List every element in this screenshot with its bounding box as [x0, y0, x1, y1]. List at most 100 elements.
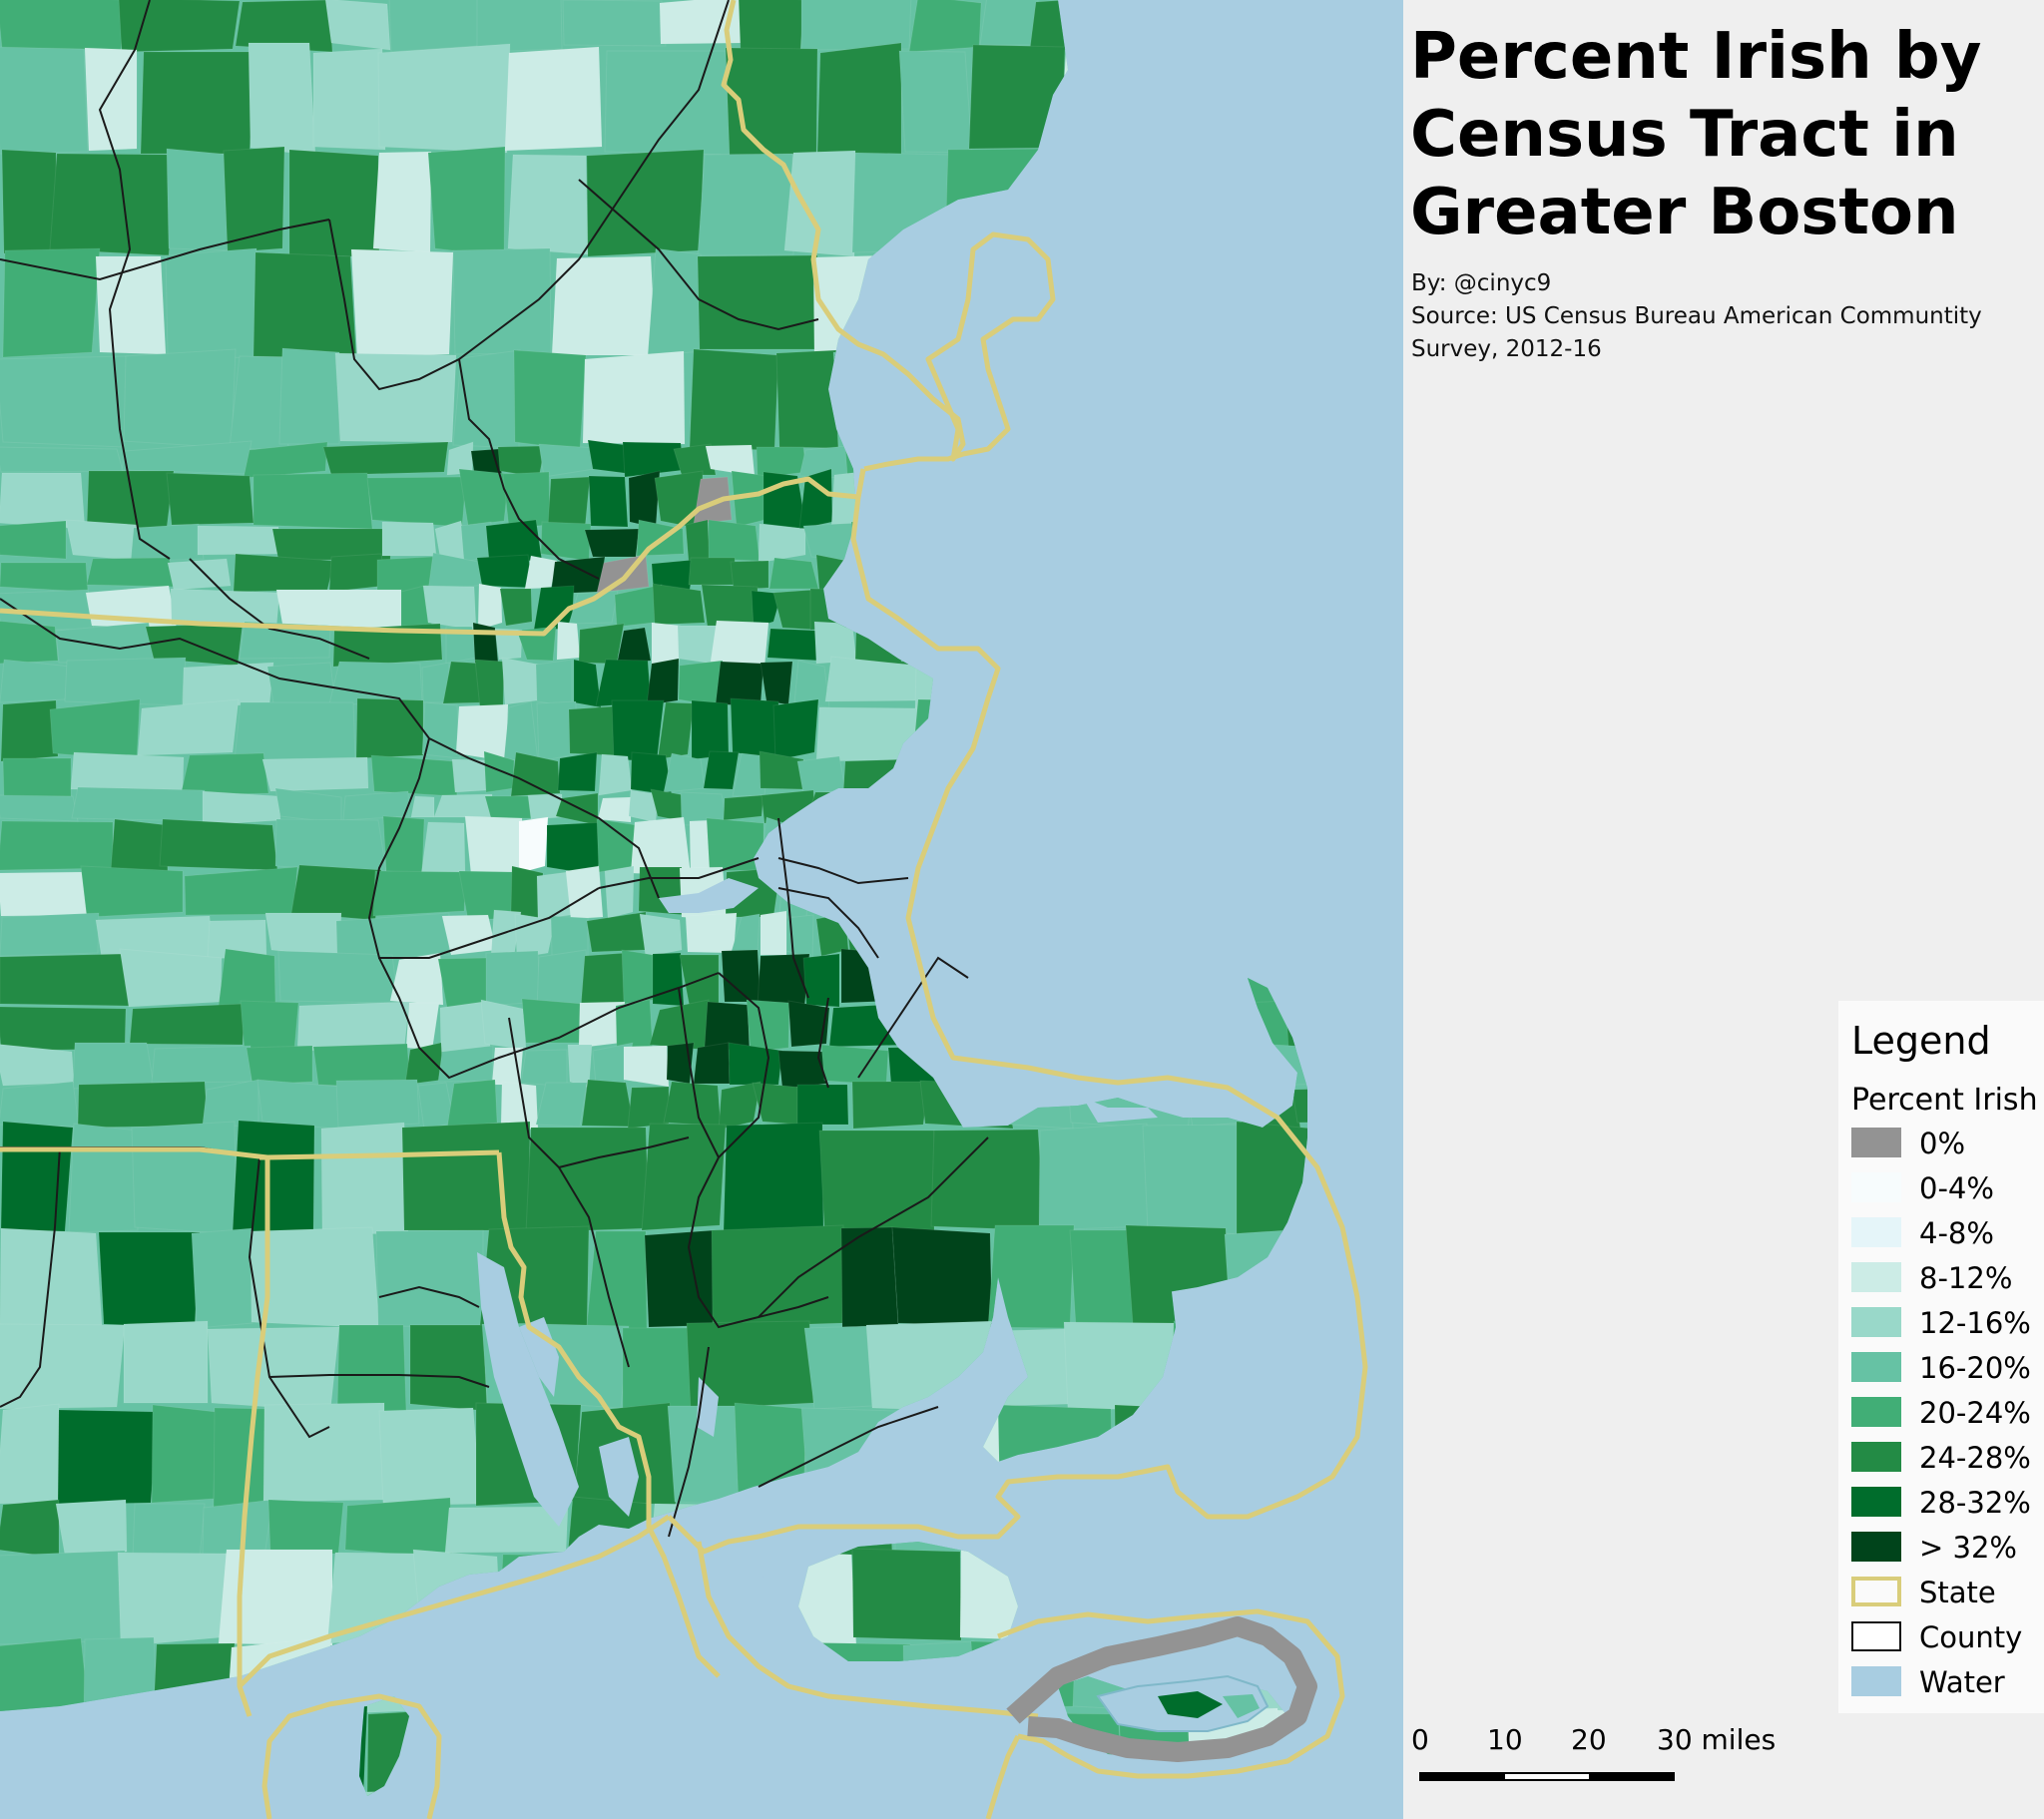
- census-tract: [72, 1042, 155, 1090]
- census-tract: [202, 790, 281, 826]
- census-tract: [802, 953, 840, 1008]
- census-tract: [1276, 787, 1307, 821]
- legend-label: 16-20%: [1919, 1351, 2031, 1385]
- census-tract: [1289, 555, 1307, 594]
- census-tract: [1378, 1048, 1403, 1087]
- census-tract: [1027, 347, 1114, 448]
- census-tract: [458, 468, 510, 526]
- census-tract: [1171, 1320, 1298, 1410]
- census-tract: [535, 1082, 588, 1128]
- census-tract: [507, 154, 589, 255]
- census-tract: [0, 0, 126, 51]
- census-tract: [1224, 1227, 1307, 1330]
- census-tract: [1087, 246, 1179, 359]
- census-tract: [685, 519, 711, 563]
- census-tract: [499, 588, 533, 627]
- map-canvas[interactable]: [0, 0, 1403, 1819]
- water-swatch: [1851, 1666, 1901, 1696]
- census-tract: [1113, 867, 1183, 919]
- census-tract: [1001, 448, 1109, 479]
- census-tract: [1281, 816, 1307, 875]
- census-tract: [1234, 354, 1307, 450]
- census-tract: [0, 446, 124, 473]
- census-tract: [581, 1079, 635, 1128]
- census-tract: [248, 42, 316, 157]
- census-tract: [84, 47, 138, 152]
- census-tract: [213, 1407, 270, 1508]
- census-tract: [1235, 657, 1307, 701]
- census-tract: [2, 757, 72, 798]
- census-tract: [476, 554, 534, 589]
- census-tract: [1063, 1321, 1176, 1411]
- state-lines: [0, 0, 1368, 1819]
- census-tract: [189, 1705, 273, 1792]
- census-tract: [312, 48, 386, 151]
- census-tract: [588, 1554, 665, 1638]
- census-tract: [851, 1548, 962, 1641]
- census-tract: [253, 251, 357, 359]
- census-tract: [510, 751, 561, 797]
- census-tract: [991, 1328, 1072, 1407]
- census-tract: [785, 818, 844, 872]
- census-tract: [165, 247, 258, 359]
- census-tract: [1118, 1505, 1196, 1555]
- census-tract: [1395, 788, 1403, 822]
- legend-label: 4-8%: [1919, 1216, 1994, 1250]
- census-tract: [80, 865, 184, 918]
- census-tract: [182, 662, 274, 707]
- legend-swatch: [1851, 1128, 1901, 1157]
- census-tract: [1038, 1123, 1149, 1231]
- census-tract: [49, 698, 141, 761]
- census-tract: [123, 348, 237, 449]
- census-tract: [815, 554, 857, 591]
- census-tract: [485, 519, 543, 562]
- scale-segment: [1589, 1772, 1675, 1781]
- census-tract: [464, 815, 523, 875]
- census-tract: [0, 1787, 66, 1796]
- census-tract: [1297, 1327, 1307, 1407]
- census-tract: [167, 558, 232, 591]
- census-tract: [421, 701, 461, 759]
- census-tract: [746, 999, 790, 1053]
- census-tract: [729, 1639, 787, 1710]
- census-tract: [278, 347, 340, 445]
- census-tract: [1183, 789, 1281, 821]
- census-tract: [86, 470, 175, 530]
- census-tract: [964, 251, 1034, 356]
- census-tract: [775, 349, 839, 449]
- census-tract: [159, 818, 278, 871]
- census-tract: [556, 621, 581, 661]
- state-swatch: [1851, 1577, 1901, 1606]
- census-tract: [1250, 758, 1307, 792]
- census-tract: [409, 1324, 488, 1412]
- census-tract: [935, 750, 1048, 796]
- census-tract: [441, 914, 497, 956]
- census-tract: [1395, 352, 1403, 443]
- census-tract: [191, 1227, 254, 1329]
- census-tract: [1296, 913, 1307, 959]
- census-tract: [1142, 1124, 1246, 1235]
- census-tract: [267, 1499, 344, 1556]
- census-tract: [1053, 148, 1185, 254]
- census-tract: [1, 149, 58, 254]
- census-tract: [57, 1792, 126, 1796]
- census-tract: [734, 1402, 807, 1506]
- census-tract: [520, 1049, 568, 1088]
- census-tract: [322, 441, 449, 476]
- census-tract: [372, 870, 467, 917]
- census-tract: [355, 697, 424, 759]
- census-tract: [1297, 467, 1307, 527]
- legend-swatch: [1851, 1172, 1901, 1202]
- census-tract: [1107, 355, 1245, 448]
- census-tract: [547, 476, 591, 530]
- scale-tick-label: 0: [1411, 1723, 1429, 1756]
- census-tract: [1383, 701, 1403, 761]
- census-tract: [627, 1086, 670, 1130]
- census-tract: [1183, 476, 1251, 526]
- census-tract: [1195, 624, 1272, 667]
- inland-water: [477, 878, 1158, 1587]
- census-tract: [296, 1001, 410, 1052]
- census-tract: [0, 1499, 60, 1559]
- census-tract: [388, 0, 485, 53]
- census-tract: [772, 698, 819, 761]
